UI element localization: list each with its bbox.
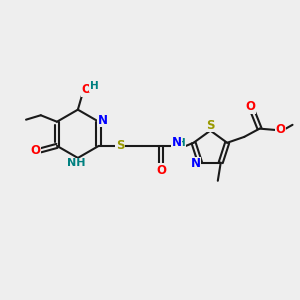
Text: N: N xyxy=(190,158,201,170)
Text: O: O xyxy=(156,164,166,176)
Text: O: O xyxy=(31,144,40,157)
Text: O: O xyxy=(246,100,256,113)
Text: H: H xyxy=(90,81,99,91)
Text: S: S xyxy=(206,119,214,132)
Text: N: N xyxy=(98,114,108,127)
Text: O: O xyxy=(82,83,92,96)
Text: O: O xyxy=(276,123,286,136)
Text: N: N xyxy=(172,136,182,149)
Text: NH: NH xyxy=(67,158,86,168)
Text: S: S xyxy=(116,140,124,152)
Text: H: H xyxy=(176,138,185,148)
